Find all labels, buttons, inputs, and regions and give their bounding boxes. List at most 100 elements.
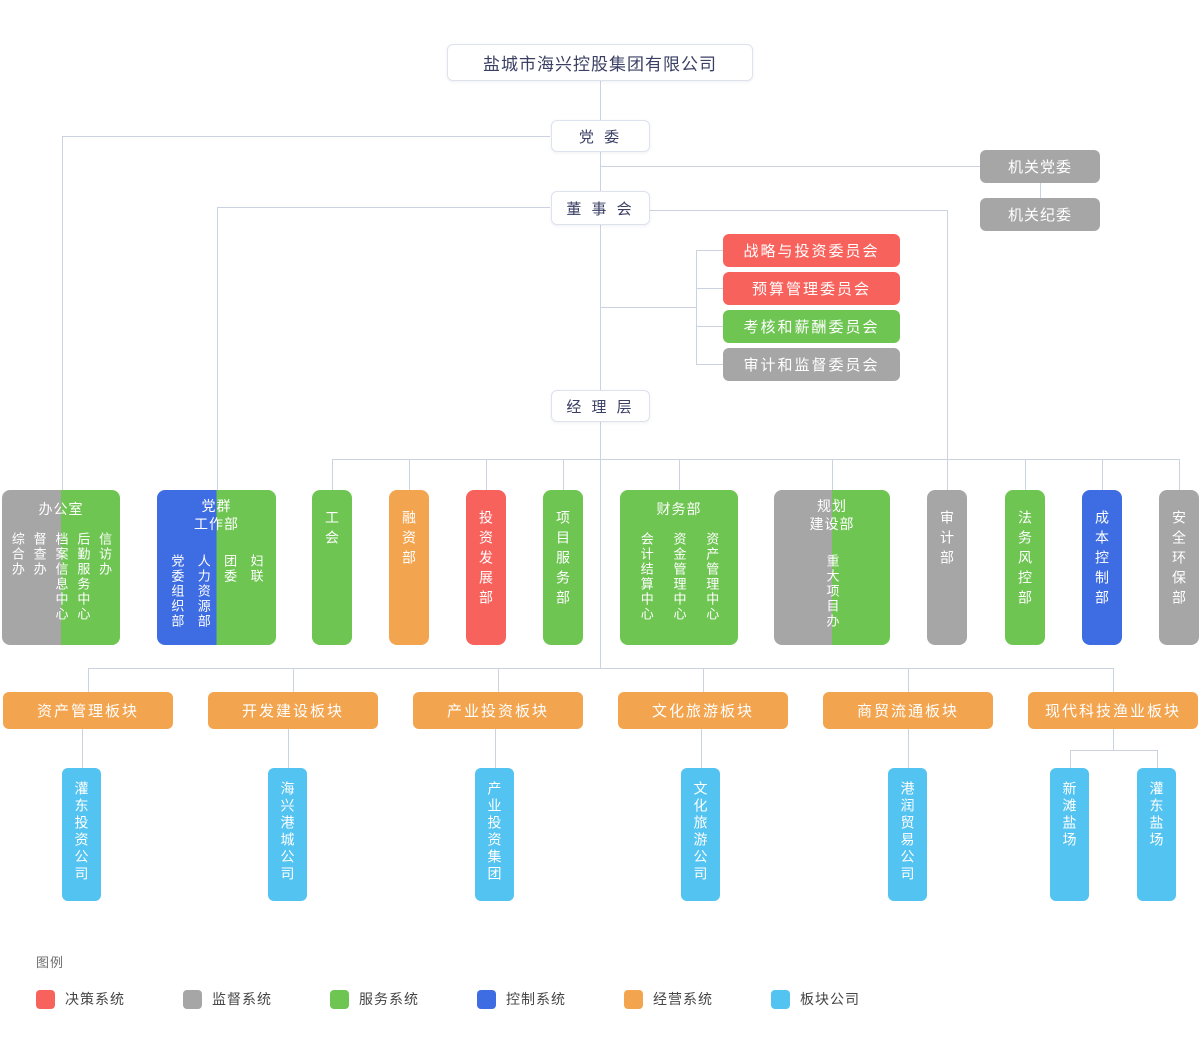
management-level-node: 经 理 层 xyxy=(551,390,650,422)
department-node-finance: 财务部 会计结算中心 资金管理中心 资产管理中心 xyxy=(620,490,738,645)
department-title: 项目服务部 xyxy=(555,510,571,610)
company-node-xintan-saltworks: 新滩盐场 xyxy=(1050,768,1089,901)
department-sub-item: 后勤服务中心 xyxy=(75,532,91,622)
committee-node-audit-supervision: 审计和监督委员会 xyxy=(723,348,900,381)
connector-line xyxy=(696,326,723,327)
company-label: 文化旅游公司 xyxy=(692,781,709,883)
legend-title: 图例 xyxy=(36,955,65,970)
connector-line xyxy=(908,729,909,768)
sector-node-culture-tourism: 文化旅游板块 xyxy=(618,692,788,729)
connector-line xyxy=(1113,668,1114,692)
connector-line xyxy=(217,207,218,490)
connector-line xyxy=(1102,459,1103,490)
connector-line xyxy=(62,136,550,137)
company-label: 新滩盐场 xyxy=(1061,781,1078,849)
connector-line xyxy=(600,166,980,167)
connector-line xyxy=(88,668,1113,669)
department-sub-item: 妇联 xyxy=(248,554,264,584)
committee-node-strategy-investment: 战略与投资委员会 xyxy=(723,234,900,267)
sector-label: 开发建设板块 xyxy=(241,703,344,720)
organ-discipline-committee-node: 机关纪委 xyxy=(980,198,1100,231)
connector-line xyxy=(332,459,1179,460)
connector-line xyxy=(1179,459,1180,490)
company-label: 海兴港城公司 xyxy=(279,781,296,883)
department-node-labor-union: 工会 xyxy=(312,490,352,645)
company-node-haixing-gangcheng: 海兴港城公司 xyxy=(268,768,307,901)
management-label: 经 理 层 xyxy=(566,398,635,416)
connector-line xyxy=(600,152,601,191)
company-root-node: 盐城市海兴控股集团有限公司 xyxy=(447,44,753,81)
legend-label: 板块公司 xyxy=(800,991,860,1007)
connector-line xyxy=(1113,729,1114,750)
department-title: 投资发展部 xyxy=(478,510,494,610)
department-node-investment-development: 投资发展部 xyxy=(466,490,506,645)
connector-line xyxy=(703,668,704,692)
legend-label: 经营系统 xyxy=(653,991,713,1007)
company-node-culture-tourism: 文化旅游公司 xyxy=(681,768,720,901)
company-label: 灌东投资公司 xyxy=(73,781,90,883)
legend-swatch-supervision xyxy=(183,989,202,1009)
board-of-directors-node: 董 事 会 xyxy=(551,191,650,225)
department-title: 法务风控部 xyxy=(1017,510,1033,610)
connector-line xyxy=(1157,750,1158,768)
department-sub-item: 信访办 xyxy=(97,532,113,577)
legend-label: 监督系统 xyxy=(212,991,272,1007)
connector-line xyxy=(701,729,702,768)
department-sub-item: 党委组织部 xyxy=(169,554,185,629)
sector-node-development-construction: 开发建设板块 xyxy=(208,692,378,729)
committee-node-assessment-compensation: 考核和薪酬委员会 xyxy=(723,310,900,343)
department-sub-item: 团委 xyxy=(222,554,238,584)
legend-swatch-service xyxy=(330,989,349,1009)
legend-swatch-sector-company xyxy=(771,989,790,1009)
legend-swatch-decision xyxy=(36,989,55,1009)
connector-line xyxy=(696,288,723,289)
connector-line xyxy=(288,729,289,768)
committee-label: 战略与投资委员会 xyxy=(743,243,880,260)
connector-line xyxy=(600,307,696,308)
department-sub-item: 重大项目办 xyxy=(824,554,840,629)
connector-line xyxy=(908,668,909,692)
department-title: 党群 工作部 xyxy=(194,498,239,532)
department-title: 成本控制部 xyxy=(1094,510,1110,610)
legend-label: 决策系统 xyxy=(65,991,125,1007)
connector-line xyxy=(600,81,601,120)
connector-line xyxy=(696,250,723,251)
connector-line xyxy=(1070,750,1157,751)
connector-line xyxy=(82,729,83,768)
legend-label: 服务系统 xyxy=(359,991,419,1007)
department-title: 融资部 xyxy=(401,510,417,570)
department-title: 办公室 xyxy=(38,501,84,517)
connector-line xyxy=(696,250,697,365)
department-node-legal-risk-control: 法务风控部 xyxy=(1005,490,1045,645)
department-sub-item: 综合办 xyxy=(9,532,25,577)
connector-line xyxy=(947,210,948,490)
connector-line xyxy=(1025,459,1026,490)
company-node-guandong-saltworks: 灌东盐场 xyxy=(1137,768,1176,901)
legend-label: 控制系统 xyxy=(506,991,566,1007)
connector-line xyxy=(293,668,294,692)
company-node-gangrun-trade: 港润贸易公司 xyxy=(888,768,927,901)
department-title: 财务部 xyxy=(656,501,702,517)
department-sub-item: 档案信息中心 xyxy=(53,532,69,622)
committee-label: 考核和薪酬委员会 xyxy=(743,319,880,336)
sector-node-industry-investment: 产业投资板块 xyxy=(413,692,583,729)
company-label: 港润贸易公司 xyxy=(899,781,916,883)
department-node-project-service: 项目服务部 xyxy=(543,490,583,645)
company-node-guandong-investment: 灌东投资公司 xyxy=(62,768,101,901)
connector-line xyxy=(832,459,833,490)
department-title: 工会 xyxy=(324,510,340,550)
sector-label: 商贸流通板块 xyxy=(856,703,959,720)
sector-node-asset-management: 资产管理板块 xyxy=(3,692,173,729)
department-sub-item: 资产管理中心 xyxy=(704,532,720,622)
party-committee-node: 党 委 xyxy=(551,120,650,152)
connector-line xyxy=(563,459,564,490)
legend-item: 控制系统 xyxy=(477,989,566,1009)
connector-line xyxy=(650,210,947,211)
connector-line xyxy=(1070,750,1071,768)
organ-party-label: 机关党委 xyxy=(1007,159,1072,176)
legend-item: 经营系统 xyxy=(624,989,713,1009)
department-node-planning-construction: 规划 建设部 重大项目办 xyxy=(774,490,890,645)
connector-line xyxy=(332,459,333,490)
legend-item: 板块公司 xyxy=(771,989,860,1009)
